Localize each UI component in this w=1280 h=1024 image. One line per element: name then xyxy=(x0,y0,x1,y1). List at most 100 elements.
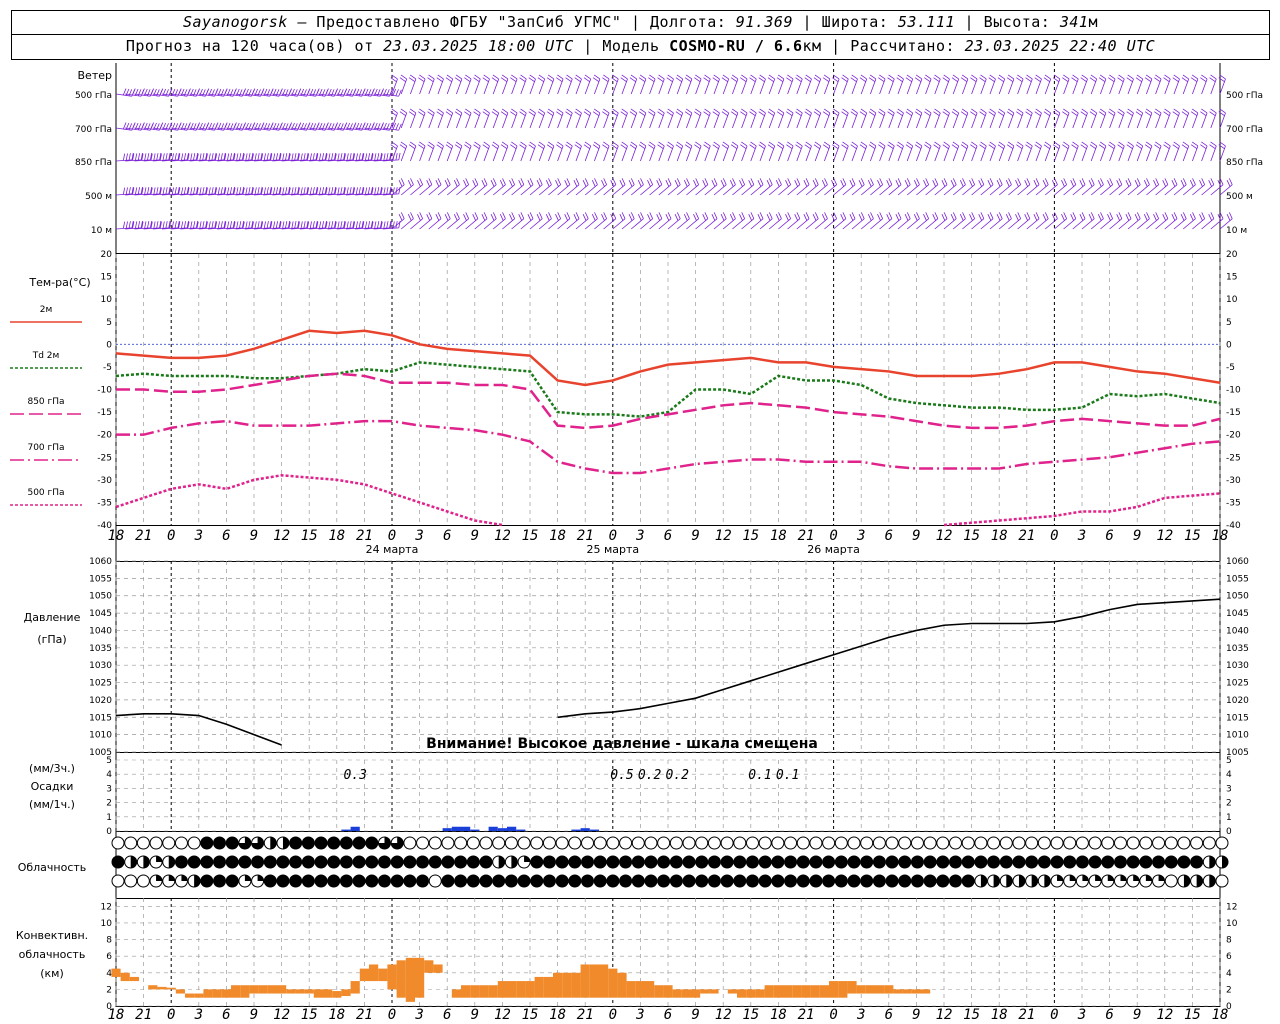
wind-level-label: 500 м xyxy=(1226,192,1253,202)
pressure-alert: Внимание! Высокое давление - шкала смеще… xyxy=(426,736,818,752)
cloud-symbol xyxy=(707,855,721,869)
cloud-symbol xyxy=(581,836,595,850)
wind-barb xyxy=(951,141,960,162)
conv-ytick: 0 xyxy=(1226,1002,1232,1012)
cloud-symbol xyxy=(847,874,861,888)
wind-barb xyxy=(980,212,994,230)
cloud-symbol xyxy=(771,874,785,888)
cloud-symbol xyxy=(301,836,315,850)
wind-level-label: 850 гПа xyxy=(75,158,112,168)
wind-barb xyxy=(832,141,840,162)
wind-barb xyxy=(520,178,534,196)
wind-barb xyxy=(768,178,782,196)
conv-ytick: 2 xyxy=(106,985,112,995)
conv-cloud-bar xyxy=(507,981,517,998)
hour-tick-label: 12 xyxy=(1156,528,1173,544)
cloud-symbol xyxy=(745,874,759,888)
conv-cloud-bar xyxy=(691,989,701,998)
wind-barb xyxy=(767,141,776,162)
cloud-symbol xyxy=(1177,836,1191,850)
wind-barb xyxy=(594,178,608,196)
wind-barb xyxy=(879,212,893,230)
conv-cloud-bar xyxy=(635,981,645,998)
wind-barb xyxy=(813,108,822,129)
pres-ytick: 1025 xyxy=(89,679,112,689)
legend-label: 500 гПа xyxy=(27,488,64,498)
hour-tick-label: 18 xyxy=(549,1007,566,1023)
temp-ytick: -5 xyxy=(103,363,112,373)
conv-cloud-bar xyxy=(865,985,875,994)
wind-barb xyxy=(1210,178,1224,196)
cloud-symbol xyxy=(1063,874,1077,888)
conv-ytick: 6 xyxy=(1226,952,1232,962)
wind-barb xyxy=(859,108,868,129)
conv-cloud-bar xyxy=(157,986,167,990)
wind-barb xyxy=(796,178,810,196)
wind-barb xyxy=(235,186,254,196)
hour-tick-label: 12 xyxy=(936,1007,953,1023)
cloud-symbol xyxy=(479,855,493,869)
wind-barb xyxy=(1016,108,1024,129)
cloud-symbol xyxy=(301,855,315,869)
wind-barb xyxy=(500,141,509,162)
wind-barb xyxy=(1098,141,1107,162)
wind-barb xyxy=(924,141,932,162)
wind-barb xyxy=(253,186,272,196)
cloud-symbol xyxy=(251,855,265,869)
hour-tick-label: 18 xyxy=(328,528,345,544)
wind-barb xyxy=(171,152,189,162)
wind-barb xyxy=(492,212,506,230)
wind-barb xyxy=(382,186,401,196)
wind-barb xyxy=(152,152,171,162)
conv-cloud-bar xyxy=(746,989,756,998)
wind-barb xyxy=(134,152,153,162)
wind-barb xyxy=(787,212,801,230)
cloud-symbol xyxy=(796,855,810,869)
cloud-symbol xyxy=(1126,874,1140,888)
pres-ytick: 1015 xyxy=(1226,713,1249,723)
wind-barb xyxy=(143,152,162,162)
cloud-symbol xyxy=(542,836,556,850)
temp-series-line xyxy=(116,372,1221,430)
wind-barb xyxy=(776,108,785,129)
wind-barb xyxy=(934,178,948,196)
wind-barb xyxy=(776,74,785,95)
cloud-title: Облачность xyxy=(18,861,87,874)
wind-barb xyxy=(152,220,171,230)
cloud-symbol xyxy=(1139,836,1153,850)
wind-barb xyxy=(740,141,748,162)
wind-barb xyxy=(1035,178,1049,196)
wind-barb xyxy=(464,108,472,129)
wind-barb xyxy=(575,212,589,230)
conv-cloud-bar xyxy=(608,968,618,998)
temp-title: Тем-ра(°C) xyxy=(28,276,90,289)
wind-barb xyxy=(841,74,849,95)
wind-barb xyxy=(629,74,638,95)
cloud-symbol xyxy=(263,874,277,888)
cloud-symbol xyxy=(1113,855,1127,869)
wind-barb xyxy=(1154,74,1162,95)
wind-barb xyxy=(253,152,272,162)
pres-ytick: 1035 xyxy=(1226,644,1249,654)
hour-tick-label: 15 xyxy=(742,1007,759,1023)
cloud-symbol xyxy=(1012,855,1026,869)
conv-cloud-bar xyxy=(286,989,296,994)
precip-bar xyxy=(470,829,480,831)
alt-value: 341 xyxy=(1059,13,1089,31)
hour-tick-label: 0 xyxy=(167,1007,175,1023)
wind-barb xyxy=(649,178,663,196)
cloud-symbol xyxy=(1164,855,1178,869)
hour-tick-label: 3 xyxy=(635,1007,644,1023)
cloud-symbol xyxy=(936,874,950,888)
wind-barb xyxy=(1118,178,1132,196)
cloud-symbol xyxy=(1088,874,1102,888)
conv-cloud-bar xyxy=(553,972,563,998)
cloud-symbol xyxy=(695,855,709,869)
wind-barb xyxy=(427,141,435,162)
hour-tick-label: 18 xyxy=(108,1007,125,1023)
conv-unit: (км) xyxy=(40,967,64,980)
wind-barb xyxy=(161,220,180,230)
wind-barb xyxy=(629,141,638,162)
cloud-symbol xyxy=(238,874,252,888)
temp-ytick: 0 xyxy=(106,340,112,350)
